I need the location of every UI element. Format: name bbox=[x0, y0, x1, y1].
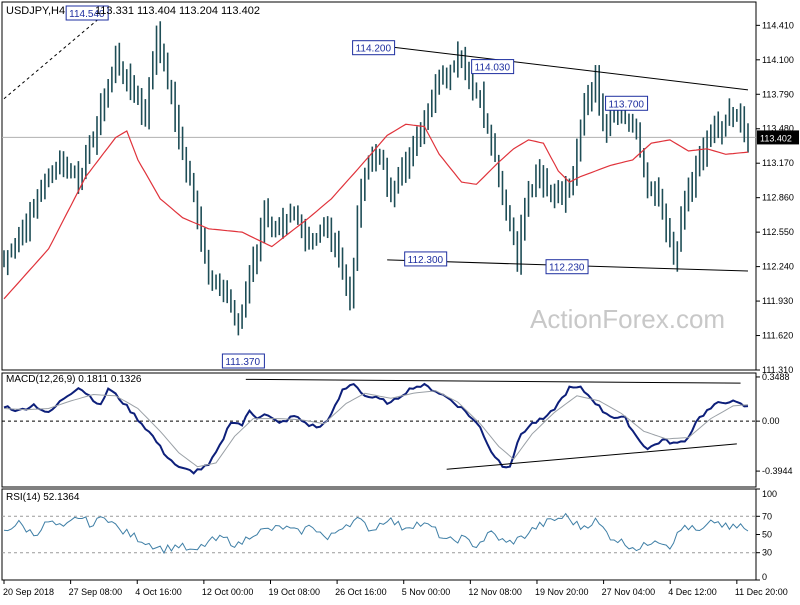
macd-title: MACD(12,26,9) 0.1811 0.1326 bbox=[6, 374, 142, 385]
macd-tick-label: -0.3944 bbox=[762, 466, 793, 476]
price-tick-label: 111.620 bbox=[762, 331, 793, 341]
ohlc-readout: 113.331 113.404 113.204 113.402 bbox=[95, 5, 260, 17]
moving-average-line bbox=[3, 123, 749, 300]
level-label: 112.230 bbox=[549, 263, 585, 274]
trend-line bbox=[3, 10, 109, 100]
level-label-box bbox=[545, 259, 589, 275]
level-label-box bbox=[404, 251, 448, 267]
time-tick-label: 12 Nov 08:00 bbox=[468, 587, 522, 597]
macd-panel-frame bbox=[1, 372, 757, 488]
time-tick-label: 27 Nov 04:00 bbox=[602, 587, 656, 597]
price-tick-label: 114.410 bbox=[762, 20, 794, 30]
level-label-box bbox=[65, 5, 109, 21]
macd-line bbox=[3, 382, 749, 475]
time-tick-label: 19 Oct 08:00 bbox=[268, 587, 320, 597]
time-tick-label: 5 Nov 00:00 bbox=[402, 587, 451, 597]
price-tick-label: 113.402 bbox=[760, 133, 792, 143]
chart-symbol: USDJPY,H4 bbox=[6, 5, 65, 17]
price-tick-label: 114.100 bbox=[762, 55, 794, 65]
level-label: 114.030 bbox=[475, 63, 511, 74]
moving-average-path bbox=[3, 123, 749, 300]
price-tick-label: 113.480 bbox=[762, 124, 794, 134]
macd-trend-line bbox=[245, 378, 741, 384]
price-tick-label: 113.170 bbox=[762, 158, 794, 168]
time-tick-label: 20 Sep 2018 bbox=[3, 587, 54, 597]
rsi-tick-label: 100 bbox=[762, 489, 777, 499]
price-tick-label: 113.790 bbox=[762, 89, 794, 99]
level-label: 114.540 bbox=[69, 9, 105, 20]
rsi-line bbox=[3, 512, 749, 555]
macd-trend-line bbox=[446, 443, 737, 470]
macd-panel bbox=[2, 378, 756, 475]
rsi-panel-frame bbox=[1, 488, 757, 581]
rsi-panel bbox=[2, 512, 756, 555]
level-label: 113.700 bbox=[609, 99, 645, 110]
time-tick-label: 11 Dec 20:00 bbox=[735, 587, 788, 597]
level-label: 112.300 bbox=[408, 255, 444, 266]
macd-tick-label: 0.3488 bbox=[762, 372, 790, 382]
price-tick-label: 112.860 bbox=[762, 193, 794, 203]
level-label: 111.370 bbox=[225, 357, 260, 368]
price-tick-label: 112.550 bbox=[762, 227, 794, 237]
time-tick-label: 4 Oct 16:00 bbox=[135, 587, 182, 597]
price-panel-frame bbox=[1, 1, 757, 371]
level-label-box bbox=[352, 40, 396, 56]
current-price-tag bbox=[757, 130, 799, 145]
trend-line bbox=[387, 45, 749, 91]
price-bars bbox=[3, 21, 749, 336]
rsi-tick-label: 50 bbox=[762, 530, 772, 540]
time-tick-label: 4 Dec 12:00 bbox=[668, 587, 717, 597]
rsi-tick-label: 30 bbox=[762, 548, 772, 558]
macd-signal-line bbox=[3, 390, 749, 468]
level-label-box bbox=[221, 353, 265, 369]
level-label-box bbox=[471, 59, 515, 75]
time-tick-label: 26 Oct 16:00 bbox=[335, 587, 387, 597]
level-label: 114.200 bbox=[356, 44, 392, 55]
time-tick-label: 19 Nov 20:00 bbox=[535, 587, 589, 597]
price-tick-label: 111.930 bbox=[762, 296, 793, 306]
price-tick-label: 112.240 bbox=[762, 262, 794, 272]
level-label-box bbox=[605, 95, 649, 111]
rsi-title: RSI(14) 52.1364 bbox=[6, 492, 80, 503]
macd-tick-label: 0.00 bbox=[762, 416, 780, 426]
level-labels: 114.540 111.370 114.200 112.300 114.030 112.2… bbox=[65, 5, 649, 369]
panel-frames bbox=[1, 1, 757, 581]
rsi-tick-label: 70 bbox=[762, 511, 772, 521]
price-tick-label: 111.310 bbox=[762, 365, 793, 375]
time-tick-label: 12 Oct 00:00 bbox=[202, 587, 254, 597]
rsi-tick-label: 0 bbox=[762, 572, 767, 582]
watermark: ActionForex.com bbox=[530, 304, 725, 334]
time-tick-label: 27 Sep 08:00 bbox=[69, 587, 123, 597]
